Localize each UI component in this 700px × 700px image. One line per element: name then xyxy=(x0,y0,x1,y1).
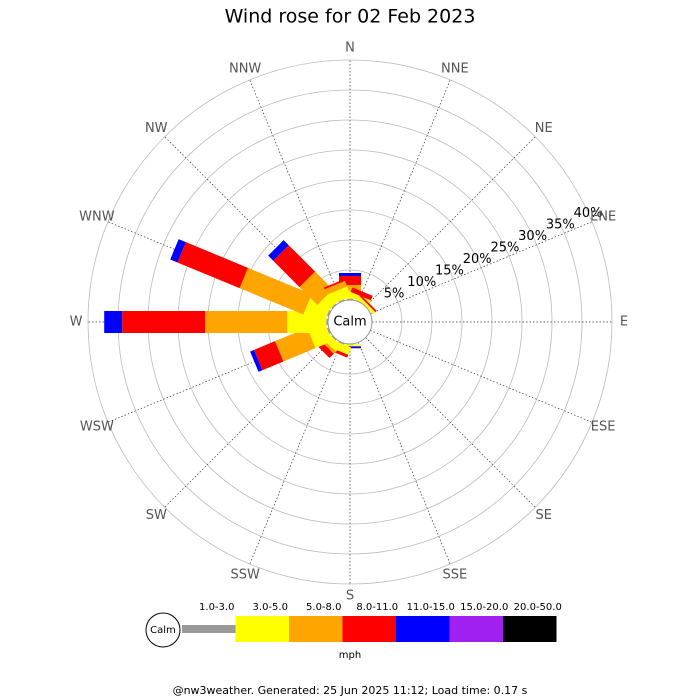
bar-segment xyxy=(268,240,289,261)
direction-label: SSE xyxy=(442,568,467,583)
bar-segment xyxy=(273,245,316,288)
spoke xyxy=(358,342,451,565)
bar-segment xyxy=(205,311,288,333)
direction-label: SE xyxy=(536,508,552,523)
legend-label: 11.0-15.0 xyxy=(407,602,455,613)
direction-label: WNW xyxy=(79,210,115,225)
bar-segment xyxy=(170,239,186,263)
bar-segment xyxy=(239,267,312,315)
direction-label: N xyxy=(345,41,355,56)
direction-label: NNE xyxy=(441,61,469,76)
bar-segment xyxy=(323,279,345,290)
r-tick-label: 20% xyxy=(463,252,492,267)
legend-label: 3.0-5.0 xyxy=(253,602,288,613)
legend-label: 1.0-3.0 xyxy=(199,602,234,613)
legend-swatch xyxy=(182,625,236,633)
legend-swatch xyxy=(342,616,396,642)
bar-segment xyxy=(331,335,337,341)
bar-segment xyxy=(250,349,263,372)
direction-label: ENE xyxy=(590,210,616,225)
direction-label: ESE xyxy=(591,419,616,434)
bar-segment xyxy=(122,311,205,333)
chart-title: Wind rose for 02 Feb 2023 xyxy=(225,6,476,28)
bar-segment xyxy=(299,271,333,305)
r-tick-label: 30% xyxy=(518,229,547,244)
legend-label: 8.0-11.0 xyxy=(356,602,398,613)
bar-segment xyxy=(331,303,337,309)
direction-label: NW xyxy=(145,121,168,136)
bar-segment xyxy=(324,280,348,295)
r-tick-label: 5% xyxy=(384,287,405,302)
direction-label: S xyxy=(346,589,354,604)
bar-segment xyxy=(357,296,376,315)
direction-label: NNW xyxy=(229,61,261,76)
legend-swatch xyxy=(503,616,557,642)
grid-ring xyxy=(87,59,613,585)
bar-segment xyxy=(350,287,373,301)
spoke xyxy=(370,221,593,314)
direction-label: SSW xyxy=(230,568,260,583)
r-tick-label: 15% xyxy=(435,264,464,279)
spoke xyxy=(365,136,536,307)
bar-segment xyxy=(339,273,361,276)
direction-label: W xyxy=(70,315,83,330)
legend-swatch xyxy=(289,616,343,642)
footer: @nw3weather. Generated: 25 Jun 2025 11:1… xyxy=(173,684,528,697)
legend-label: 5.0-8.0 xyxy=(306,602,341,613)
legend-label: 20.0-50.0 xyxy=(514,602,562,613)
spoke xyxy=(358,79,451,302)
bar-segment xyxy=(326,310,331,317)
spoke xyxy=(365,337,536,508)
spoke xyxy=(249,342,342,565)
legend-swatch xyxy=(235,616,289,642)
direction-label: E xyxy=(620,315,628,330)
calm-circle xyxy=(327,299,373,345)
bar-segment xyxy=(253,341,284,371)
direction-label: NE xyxy=(535,121,553,136)
calm-label: Calm xyxy=(333,315,366,330)
spoke xyxy=(370,330,593,423)
bar-segment xyxy=(326,327,331,334)
r-tick-label: 35% xyxy=(546,218,575,233)
bar-segment xyxy=(177,242,248,289)
legend-swatch xyxy=(449,616,503,642)
direction-label: WSW xyxy=(80,419,114,434)
legend-swatch xyxy=(396,616,450,642)
legend-calm-label: Calm xyxy=(150,625,176,636)
r-tick-label: 25% xyxy=(490,241,519,256)
bar-segment xyxy=(326,319,328,325)
legend-calm-circle xyxy=(145,612,181,648)
r-tick-label: 10% xyxy=(407,275,436,290)
bar-segment xyxy=(275,327,316,362)
legend-label: 15.0-20.0 xyxy=(460,602,508,613)
bar-segment xyxy=(104,311,123,333)
bar-segment xyxy=(326,286,352,305)
spoke xyxy=(249,79,342,302)
bar-segment xyxy=(359,295,377,313)
r-tick-label: 40% xyxy=(574,206,603,221)
spoke xyxy=(164,337,335,508)
direction-label: SW xyxy=(146,508,167,523)
legend-unit: mph xyxy=(339,650,361,661)
